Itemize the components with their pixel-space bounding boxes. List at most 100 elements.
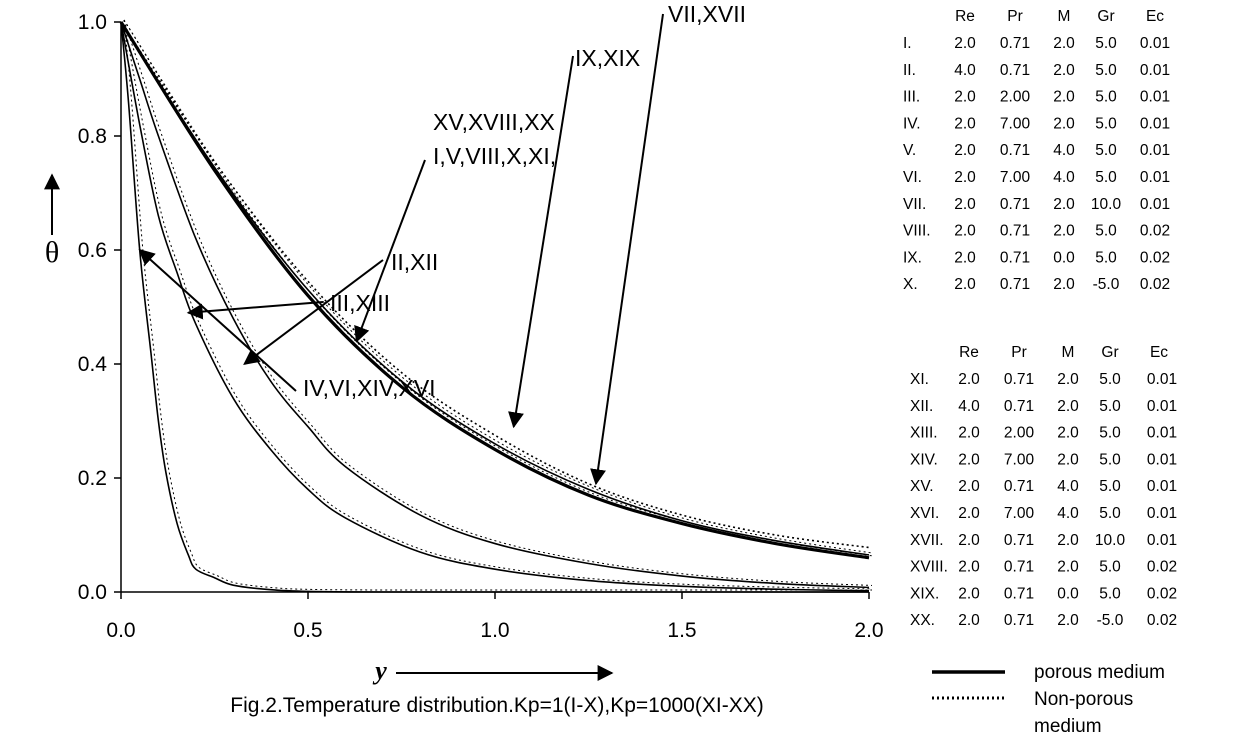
table-cell: 0.02 [1147, 585, 1177, 602]
y-tick-label: 0.2 [78, 467, 107, 490]
callout-arrow [186, 301, 324, 320]
table-cell: 0.02 [1140, 276, 1170, 293]
table-cell: 0.01 [1140, 169, 1170, 186]
callout-label: IV,VI,XIV,XVI [303, 375, 436, 401]
table-cell: 2.0 [954, 169, 976, 186]
table-cell: 0.71 [1000, 223, 1030, 240]
table-cell: 2.0 [958, 559, 980, 576]
y-tick-label: 0.0 [78, 581, 107, 604]
table-cell: 0.01 [1140, 89, 1170, 106]
table-cell: 0.02 [1140, 223, 1170, 240]
table-header-cell: Gr [1101, 344, 1118, 361]
table-cell: 2.0 [1057, 398, 1079, 415]
table-cell: 0.0 [1057, 585, 1079, 602]
table-cell: 5.0 [1099, 478, 1121, 495]
series-line-ix-xix [120, 21, 870, 549]
table-header-cell: Re [955, 8, 975, 25]
table-cell: 2.0 [954, 142, 976, 159]
table-cell: -5.0 [1093, 276, 1120, 293]
table-cell: 5.0 [1099, 559, 1121, 576]
table-row-label: XII. [910, 398, 933, 415]
table-cell: 2.0 [1053, 115, 1075, 132]
table-cell: 0.02 [1140, 249, 1170, 266]
table-header-cell: Re [959, 344, 979, 361]
table-cell: 0.01 [1147, 451, 1177, 468]
legend: porous medium Non-porous medium [932, 662, 1165, 737]
series-line-vii-xvii [120, 21, 870, 556]
table-row-label: XVIII. [910, 559, 948, 576]
table-cell: 4.0 [1057, 505, 1079, 522]
legend-label: Non-porous [1034, 689, 1133, 710]
table-cell: 0.01 [1140, 115, 1170, 132]
table-cell: 0.71 [1004, 398, 1034, 415]
table-cell: 2.0 [958, 505, 980, 522]
x-tick-label: 1.0 [480, 619, 509, 642]
table-cell: 7.00 [1000, 115, 1031, 132]
table-cell: 5.0 [1095, 89, 1117, 106]
table-cell: 2.0 [1053, 89, 1075, 106]
table-row-label: III. [903, 89, 920, 106]
table-cell: 0.71 [1000, 249, 1030, 266]
callout-arrow [354, 159, 426, 343]
table-cell: 2.00 [1004, 425, 1035, 442]
table-cell: 2.0 [954, 89, 976, 106]
table-row-label: XVII. [910, 532, 944, 549]
table-row-label: XIX. [910, 585, 939, 602]
table-cell: 7.00 [1004, 505, 1035, 522]
table-cell: 2.0 [954, 249, 976, 266]
series-line-i-v-viii-x-xi-xv-xviii-xx [119, 21, 870, 560]
table-header-cell: M [1058, 8, 1071, 25]
table-cell: 2.0 [1057, 559, 1079, 576]
series-line-nonporous-i-v-viii-x-xi-xv-xviii-xx [123, 19, 873, 557]
series-line-nonporous-iv-vi-xiv-xvi [123, 19, 872, 591]
table-cell: 2.0 [958, 451, 980, 468]
x-axis-label: y [372, 656, 387, 685]
table-cell: 2.0 [954, 196, 976, 213]
axes: 0.0 0.2 0.4 0.6 0.8 1.0 0.0 0.5 1.0 1.5 2.0 [78, 11, 884, 642]
table-cell: 10.0 [1095, 532, 1126, 549]
table-cell: 2.0 [954, 115, 976, 132]
axis-labels-group: θ y Fig.2.Temperature distribution.Kp=1(… [44, 173, 764, 717]
figure-caption: Fig.2.Temperature distribution.Kp=1(I-X)… [230, 694, 763, 717]
series-line-nonporous-ii-xii [123, 19, 873, 586]
series-line-iv-vi-xiv-xvi [120, 21, 869, 593]
table-cell: 0.01 [1147, 425, 1177, 442]
table-cell: 2.0 [1057, 532, 1079, 549]
table-cell: -5.0 [1097, 612, 1124, 629]
callout-arrow [590, 13, 664, 486]
table-row-label: IV. [903, 115, 921, 132]
table-header-cell: Ec [1150, 344, 1168, 361]
callout-label: II,XII [391, 249, 438, 275]
table-cell: 0.01 [1140, 35, 1170, 52]
series-line-iii-xiii [120, 21, 870, 592]
table-cell: 2.0 [1053, 223, 1075, 240]
table-cell: 0.01 [1147, 532, 1177, 549]
table-row-label: X. [903, 276, 918, 293]
table-cell: 0.71 [1004, 478, 1034, 495]
table-row-label: VII. [903, 196, 926, 213]
table-cell: 0.71 [1004, 585, 1034, 602]
table-row-label: XIII. [910, 425, 938, 442]
table-cell: 5.0 [1099, 371, 1121, 388]
callout-arrow [508, 55, 574, 429]
x-tick-label: 0.0 [106, 619, 135, 642]
legend-label: medium [1034, 716, 1102, 737]
table-cell: 0.71 [1004, 559, 1034, 576]
table-cell: 2.0 [958, 425, 980, 442]
table-cell: 5.0 [1095, 169, 1117, 186]
table-row-label: IX. [903, 249, 922, 266]
table-cell: 5.0 [1095, 115, 1117, 132]
table-cell: 0.71 [1004, 612, 1034, 629]
callout-label: I,V,VIII,X,XI, [433, 143, 556, 169]
table-header-cell: Gr [1097, 8, 1114, 25]
table-cell: 0.02 [1147, 559, 1177, 576]
table-row-label: I. [903, 35, 912, 52]
table-row-label: II. [903, 62, 916, 79]
table-cell: 7.00 [1004, 451, 1035, 468]
table-cell: 0.71 [1004, 532, 1034, 549]
table-row-label: XIV. [910, 451, 938, 468]
table-cell: 7.00 [1000, 169, 1031, 186]
table-cell: 0.01 [1147, 505, 1177, 522]
